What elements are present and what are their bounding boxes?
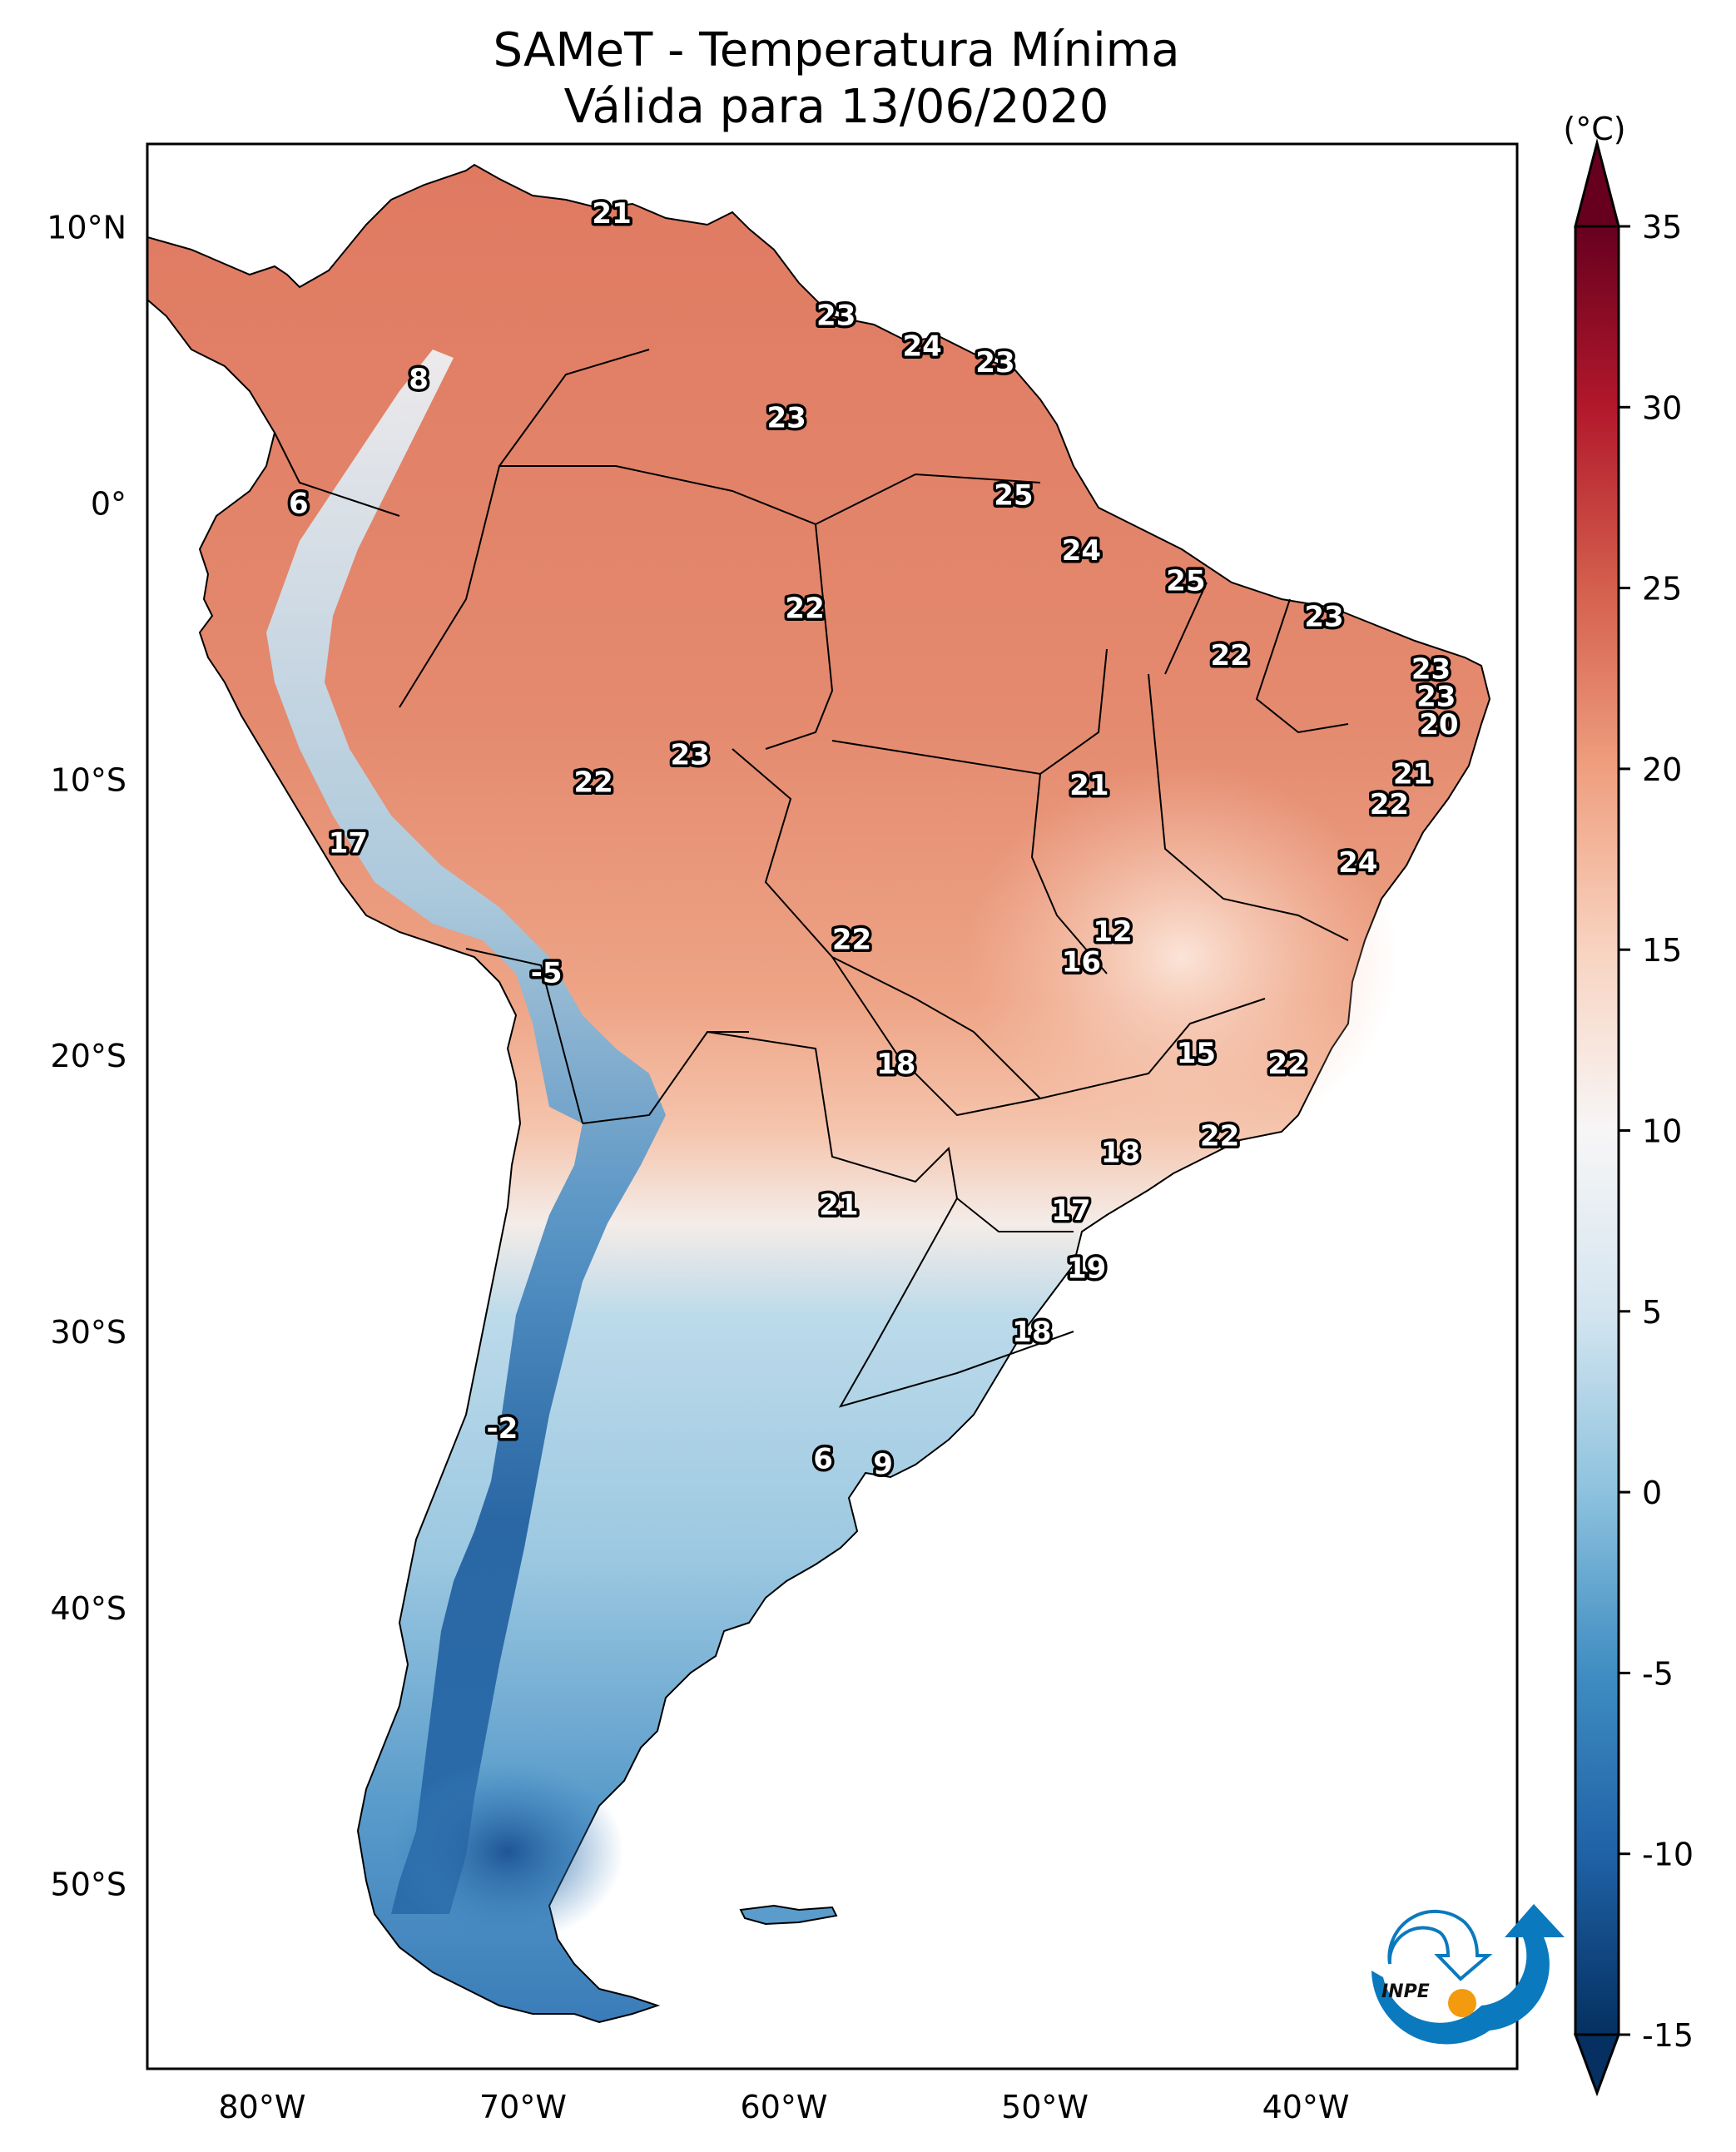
temperature-value-label: 20 (1419, 708, 1458, 741)
colorbar-extend-max (1574, 138, 1620, 228)
temperature-value-label: 22 (1267, 1048, 1307, 1081)
logo-sun-icon (1448, 1989, 1476, 2017)
x-axis-ticks: 80°W 70°W 60°W 50°W 40°W (218, 2089, 1349, 2125)
colorbar-tick-label: -10 (1642, 1837, 1694, 1873)
temperature-value-label: 23 (1416, 681, 1456, 714)
x-tick-label: 70°W (479, 2089, 567, 2125)
temperature-value-label: 23 (766, 402, 806, 435)
y-tick-label: 10°S (51, 761, 126, 798)
temperature-value-label: 22 (832, 924, 871, 957)
land-layer (147, 163, 1491, 2024)
temperature-value-label: 22 (1200, 1119, 1239, 1153)
temperature-value-label: 21 (1069, 769, 1109, 802)
temperature-value-label: 19 (1067, 1252, 1106, 1286)
temperature-value-label: 18 (1012, 1316, 1051, 1349)
temperature-value-label: 23 (816, 300, 856, 333)
colorbar-tick-label: 25 (1642, 571, 1682, 607)
temperature-value-label: 21 (819, 1188, 858, 1222)
temperature-value-label: 24 (1338, 846, 1377, 880)
temperature-value-label: 25 (994, 478, 1033, 512)
colorbar-tick-label: -5 (1642, 1655, 1674, 1692)
y-tick-label: 50°S (51, 1867, 126, 1903)
temperature-value-label: 22 (573, 766, 613, 800)
temperature-value-label: 9 (873, 1448, 893, 1481)
colorbar-tick-label: -15 (1642, 2017, 1694, 2054)
x-tick-label: 80°W (218, 2089, 305, 2125)
x-tick-label: 40°W (1262, 2089, 1350, 2125)
y-axis-ticks: 10°N 0° 10°S 20°S 30°S 40°S 50°S (47, 210, 126, 1903)
chart-title: SAMeT - Temperatura Mínima (493, 23, 1180, 77)
temperature-value-label: 6 (813, 1443, 833, 1476)
temperature-value-label: 15 (1177, 1037, 1216, 1070)
chart-subtitle: Válida para 13/06/2020 (563, 80, 1109, 134)
colorbar-tick-label: 30 (1642, 389, 1682, 426)
y-tick-label: 0° (91, 485, 126, 522)
temperature-value-label: 24 (1062, 534, 1101, 568)
temperature-value-label: 21 (592, 197, 631, 231)
temperature-value-label: 12 (1093, 915, 1132, 949)
temperature-value-label: 23 (1411, 653, 1451, 687)
temperature-value-label: 18 (876, 1048, 915, 1081)
temperature-value-label: 23 (1304, 600, 1343, 633)
logo-orbit-arrow-icon (1387, 1909, 1493, 1981)
temperature-value-label: 6 (289, 487, 309, 520)
temperature-value-label: 21 (1393, 758, 1432, 791)
temperature-value-label: 18 (1101, 1136, 1140, 1169)
andes-cold-band (266, 350, 666, 1914)
colorbar-tick-label: 0 (1642, 1475, 1662, 1511)
y-tick-label: 10°N (47, 210, 126, 246)
colorbar: (°C) 35 30 25 20 15 10 5 0 -5 -10 -15 (1563, 111, 1694, 2097)
political-borders (274, 349, 1349, 1408)
y-tick-label: 30°S (51, 1314, 126, 1351)
temperature-value-label: 22 (1370, 788, 1409, 821)
temperature-value-label: 25 (1166, 564, 1205, 598)
temperature-value-label: 23 (670, 738, 709, 771)
x-tick-label: 60°W (741, 2089, 828, 2125)
colorbar-tick-label: 5 (1642, 1294, 1662, 1331)
falkland-islands (739, 1904, 838, 1926)
colorbar-tick-label: 15 (1642, 932, 1682, 969)
x-tick-label: 50°W (1001, 2089, 1089, 2125)
temperature-value-label: 24 (903, 330, 942, 363)
se-brazil-mild-region (965, 766, 1398, 1148)
temperature-value-label: 22 (785, 593, 824, 626)
patagonia-cold-spot (391, 1760, 624, 1943)
colorbar-unit-label: (°C) (1563, 111, 1625, 147)
colorbar-tick-label: 10 (1642, 1113, 1682, 1150)
plot-frame (146, 142, 1519, 2070)
temperature-value-label: -5 (531, 957, 563, 990)
y-tick-label: 20°S (51, 1038, 126, 1074)
temperature-value-label: 22 (1210, 639, 1249, 672)
y-tick-label: 40°S (51, 1590, 126, 1627)
temperature-value-label: 17 (329, 827, 368, 860)
colorbar-ticks: 35 30 25 20 15 10 5 0 -5 -10 -15 (1619, 209, 1694, 2054)
logo-text: INPE (1381, 1981, 1430, 2002)
temperature-value-label: 23 (975, 346, 1014, 379)
colorbar-tick-label: 35 (1642, 209, 1682, 245)
temperature-value-label: 8 (409, 363, 429, 396)
temperature-value-label: -2 (487, 1412, 518, 1445)
inpe-logo: INPE (1371, 1904, 1565, 2045)
colorbar-extend-min (1573, 2033, 1621, 2097)
temperature-value-label: 16 (1062, 945, 1101, 979)
colorbar-body (1574, 225, 1620, 2036)
temperature-value-label: 17 (1051, 1194, 1090, 1227)
colorbar-tick-label: 20 (1642, 751, 1682, 788)
logo-swoosh-arrow-icon (1371, 1904, 1565, 2045)
